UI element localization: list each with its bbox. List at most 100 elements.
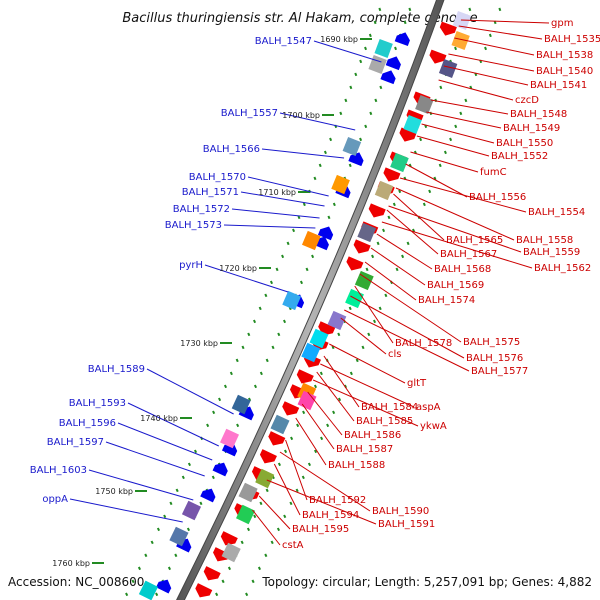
tick-dot [454,46,457,51]
right-leader-line [307,391,343,436]
left-leader-line [247,176,329,197]
tick-dot [289,501,293,506]
right-gene-label: BALH_1568 [434,264,491,275]
tick-dot [137,566,142,571]
tick-dot [264,553,268,558]
right-leader-line [458,25,543,40]
left-leader-line [88,469,194,501]
right-leader-line [386,209,439,255]
tick-dot [408,7,412,12]
tick-dot [439,85,443,90]
tick-dot [384,293,388,298]
reverse-gene [296,369,314,384]
genome-title: Bacillus thuringiensis str. Al Hakam, co… [122,11,477,26]
right-leader-line [252,509,281,546]
right-leader-line [438,79,514,101]
reverse-gene [203,566,221,581]
left-leader-line [279,112,356,131]
left-leader-line [105,441,205,477]
feature-box [354,270,374,291]
right-leader-line [448,53,535,72]
right-gene-label: BALH_1535 [544,34,600,45]
tick-dot [359,59,363,64]
tick-dot [433,176,437,181]
left-gene-label: BALH_1603 [30,465,87,476]
left-gene-label: BALH_1571 [182,187,239,198]
tick-dot [361,345,365,350]
tick-dot [282,319,287,324]
right-leader-line [416,135,490,157]
right-leader-line [426,111,502,129]
left-gene-label: pyrH [179,260,203,271]
tick-dot [464,98,468,103]
feature-box [374,39,393,58]
reverse-gene [353,239,371,254]
forward-gene [200,488,216,503]
tick-dot [251,579,255,584]
tick-label: 1720 kbp [219,264,257,273]
tick-dot [175,488,179,493]
right-gene-label: ykwA [420,421,447,432]
right-gene-label: BALH_1591 [378,519,435,530]
tick-dot [277,332,281,337]
right-gene-label: BALH_1548 [510,109,567,120]
reverse-gene [195,583,213,598]
tick-dot [265,358,269,363]
tick-dot [318,163,322,168]
right-gene-label: BALH_1567 [440,249,497,260]
tick-dot [305,267,309,272]
left-gene-label: BALH_1572 [173,204,230,215]
backbone [177,0,444,600]
left-leader-line [146,368,234,415]
right-leader-line [460,19,550,24]
tick-dot [227,566,232,571]
left-leader-line [231,208,320,219]
right-gene-label: BALH_1569 [427,280,484,291]
tick-dot [199,501,203,506]
right-gene-label: BALH_1587 [336,444,393,455]
tick-dot [169,501,173,506]
feature-box [331,174,350,195]
feature-box [327,310,347,331]
right-leader-line [279,451,371,512]
right-gene-label: BALH_1554 [528,207,585,218]
right-gene-label: gltT [407,378,427,389]
right-leader-line [405,163,468,198]
right-gene-label: BALH_1578 [395,338,452,349]
tick-dot [367,332,371,337]
tick-dot [365,267,369,272]
feature-box [181,500,202,521]
right-gene-label: BALH_1552 [491,151,548,162]
tick-dot [339,111,343,116]
forward-gene [380,70,396,85]
forward-gene [212,462,228,477]
tick-dot [428,189,432,194]
tick-dot [281,254,285,259]
right-leader-line [364,261,417,301]
right-gene-label: BALH_1549 [503,123,560,134]
tick-dot [398,189,402,194]
tick-label: 1690 kbp [320,35,358,44]
right-leader-line [443,65,529,86]
right-leader-line [258,495,291,530]
tick-dot [329,137,333,142]
left-gene-label: BALH_1589 [88,364,145,375]
tick-dot [337,332,341,337]
tick-dot [372,319,377,324]
right-leader-line [399,177,527,213]
left-leader-line [223,224,316,229]
tick-dot [401,254,405,259]
right-gene-label: BALH_1550 [496,138,553,149]
label-layer: 1690 kbp 1700 kbp 1710 kbp 1720 kbp 1730 kbp… [30,18,600,568]
tick-dot [290,436,294,441]
tick-dot [299,280,303,285]
tick-dot [348,306,352,311]
feature-box [282,290,302,311]
reverse-gene [220,531,238,546]
tick-dot [449,137,453,142]
tick-dot [275,267,279,272]
left-gene-label: BALH_1570 [189,172,246,183]
tick-dot [212,410,216,415]
tick-dot [211,475,215,480]
tick-label: 1760 kbp [52,559,90,568]
